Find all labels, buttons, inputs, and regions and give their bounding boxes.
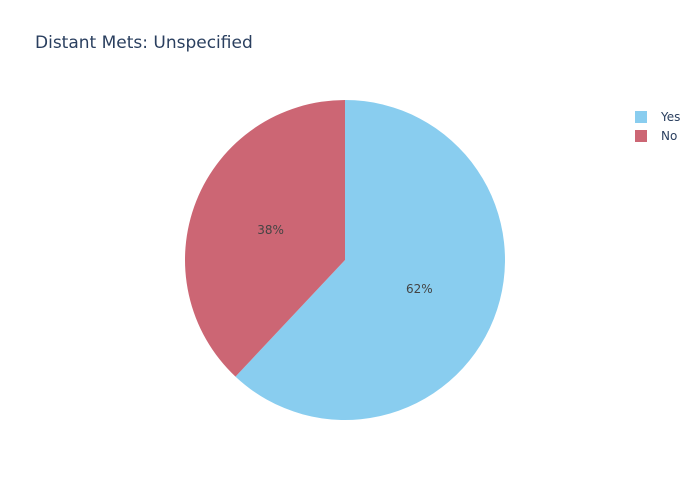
pie-label-yes: 62%	[406, 282, 433, 296]
pie-label-no: 38%	[257, 223, 284, 237]
pie-slice-yes[interactable]	[235, 100, 505, 421]
legend-swatch-no	[635, 129, 647, 142]
legend-swatch-yes	[635, 110, 647, 123]
legend: Yes No	[635, 107, 680, 145]
legend-item-yes[interactable]: Yes	[635, 107, 680, 126]
legend-label-no: No	[661, 128, 678, 143]
chart-title: Distant Mets: Unspecified	[35, 33, 253, 53]
pie-slice-no[interactable]	[185, 100, 345, 377]
pie-slice-labels: 62% 38%	[257, 223, 432, 296]
pie-slices	[185, 100, 505, 421]
legend-label-yes: Yes	[661, 109, 681, 124]
legend-item-no[interactable]: No	[635, 126, 680, 145]
